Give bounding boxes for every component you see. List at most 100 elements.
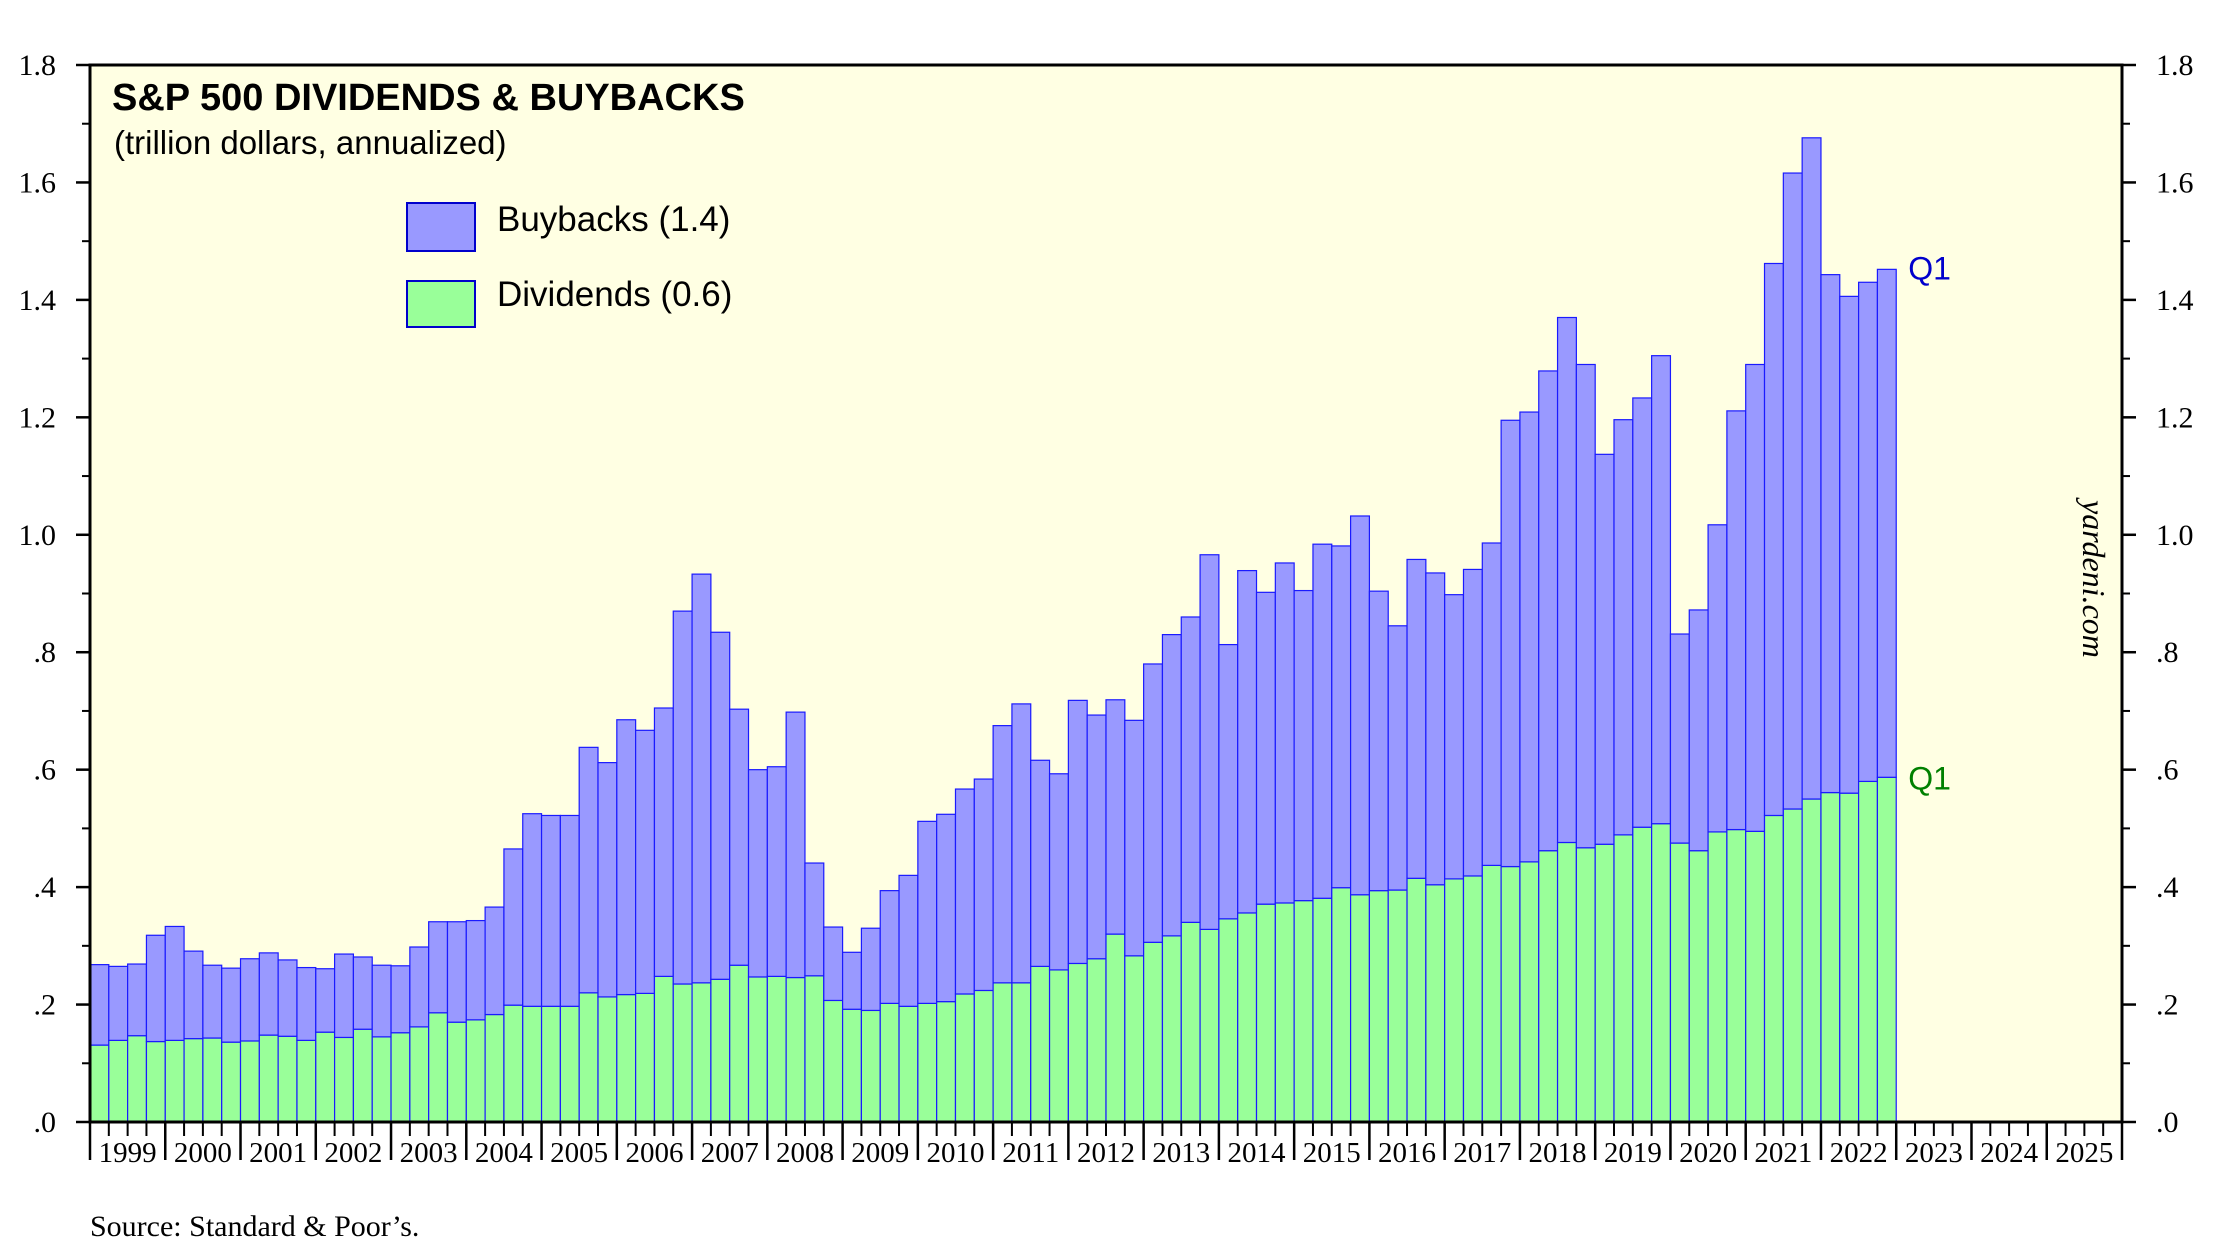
bar-dividends bbox=[559, 1005, 580, 1123]
bar-dividends bbox=[1575, 847, 1596, 1123]
bar-dividends bbox=[1218, 918, 1239, 1123]
bar-dividends bbox=[1444, 878, 1465, 1123]
axes-layer: .0 .0 .2 .2 .4 .4 .6 .6 .8 .8 1.0 1.0 1.2 1.2 1.4 1.4 1.… bbox=[19, 49, 2194, 1169]
x-tick-label: 2019 bbox=[1604, 1137, 1662, 1169]
bar-buybacks bbox=[108, 965, 129, 1041]
bar-buybacks bbox=[183, 950, 204, 1040]
bar-dividends bbox=[1048, 969, 1069, 1123]
bar-buybacks bbox=[653, 707, 674, 977]
bar-dividends bbox=[672, 983, 693, 1123]
bar-dividends bbox=[578, 992, 599, 1123]
bar-dividends bbox=[258, 1034, 279, 1123]
bar-dividends bbox=[729, 964, 750, 1123]
bar-dividends bbox=[1293, 900, 1314, 1123]
y-tick-label-left: 1.0 bbox=[19, 519, 57, 552]
bar-buybacks bbox=[1387, 625, 1408, 891]
x-tick-label: 2002 bbox=[324, 1137, 382, 1169]
bar-buybacks bbox=[973, 778, 994, 992]
bar-buybacks bbox=[1519, 411, 1540, 863]
bar-dividends bbox=[315, 1031, 336, 1123]
y-tick-label-left: 1.8 bbox=[19, 49, 57, 82]
bar-dividends bbox=[484, 1013, 505, 1123]
bar-buybacks bbox=[277, 959, 298, 1037]
bar-dividends bbox=[1669, 842, 1690, 1123]
bar-dividends bbox=[1500, 865, 1521, 1123]
bar-dividends bbox=[766, 975, 787, 1123]
x-tick-label: 2013 bbox=[1152, 1137, 1210, 1169]
chart-title: S&P 500 DIVIDENDS & BUYBACKS bbox=[112, 77, 745, 119]
legend: Buybacks (1.4) Dividends (0.6) bbox=[406, 200, 732, 328]
bar-dividends bbox=[1199, 928, 1220, 1123]
bar-dividends bbox=[1030, 965, 1051, 1123]
bar-dividends bbox=[879, 1002, 900, 1123]
bar-buybacks bbox=[1538, 370, 1559, 852]
y-tick-label-right: .0 bbox=[2156, 1106, 2179, 1139]
bar-buybacks bbox=[917, 820, 938, 1004]
chart-subtitle: (trillion dollars, annualized) bbox=[114, 124, 507, 161]
bar-dividends bbox=[1801, 798, 1822, 1123]
bar-buybacks bbox=[409, 946, 430, 1028]
bar-buybacks bbox=[710, 631, 731, 980]
end-label-dividends: Q1 bbox=[1908, 760, 1951, 796]
bar-buybacks bbox=[1444, 594, 1465, 880]
bar-buybacks bbox=[1199, 554, 1220, 930]
bar-dividends bbox=[1011, 982, 1032, 1123]
bar-dividends bbox=[597, 996, 618, 1123]
bar-dividends bbox=[973, 989, 994, 1123]
bar-buybacks bbox=[691, 573, 712, 984]
bar-buybacks bbox=[597, 762, 618, 998]
bar-buybacks bbox=[1143, 663, 1164, 943]
bar-dividends bbox=[1651, 823, 1672, 1123]
y-tick-label-left: 1.2 bbox=[19, 401, 57, 434]
end-label-buybacks: Q1 bbox=[1908, 250, 1951, 286]
y-tick-label-right: 1.4 bbox=[2156, 284, 2194, 317]
bar-buybacks bbox=[1632, 397, 1653, 828]
bar-dividends bbox=[1274, 902, 1295, 1123]
bar-buybacks bbox=[729, 708, 750, 966]
bar-buybacks bbox=[296, 966, 317, 1041]
bar-dividends bbox=[239, 1040, 260, 1123]
bar-dividends bbox=[691, 982, 712, 1123]
bar-dividends bbox=[1462, 875, 1483, 1123]
x-tick-label: 2006 bbox=[625, 1137, 683, 1169]
legend-swatch-buybacks bbox=[406, 202, 476, 252]
x-tick-label: 2021 bbox=[1754, 1137, 1812, 1169]
bar-buybacks bbox=[898, 874, 919, 1007]
y-tick-label-right: 1.8 bbox=[2156, 49, 2194, 82]
bar-buybacks bbox=[1349, 515, 1371, 896]
x-tick-label: 2012 bbox=[1077, 1137, 1135, 1169]
bar-buybacks bbox=[258, 952, 279, 1036]
bar-buybacks bbox=[841, 951, 863, 1010]
bar-dividends bbox=[747, 976, 768, 1123]
bar-dividends bbox=[296, 1039, 317, 1123]
x-tick-label: 2007 bbox=[701, 1137, 759, 1169]
x-tick-label: 2015 bbox=[1303, 1137, 1361, 1169]
bar-buybacks bbox=[1105, 699, 1126, 935]
bar-dividends bbox=[390, 1032, 411, 1123]
bar-buybacks bbox=[1707, 524, 1728, 833]
bar-buybacks bbox=[446, 921, 467, 1023]
bar-dividends bbox=[183, 1038, 204, 1123]
bar-dividends bbox=[145, 1040, 166, 1123]
y-tick-label-right: .6 bbox=[2156, 754, 2179, 787]
x-tick-label: 2014 bbox=[1228, 1137, 1287, 1169]
bar-buybacks bbox=[465, 919, 486, 1021]
bar-dividends bbox=[1481, 864, 1502, 1123]
bar-dividends bbox=[1745, 830, 1766, 1123]
bar-dividends bbox=[333, 1036, 355, 1123]
bar-buybacks bbox=[1594, 453, 1615, 845]
bar-buybacks bbox=[1481, 542, 1502, 866]
bar-buybacks bbox=[860, 927, 881, 1012]
bar-dividends bbox=[1425, 884, 1446, 1123]
plot-frame bbox=[88, 63, 2124, 1124]
bar-dividends bbox=[1707, 831, 1728, 1123]
bar-dividends bbox=[936, 1001, 957, 1123]
bar-buybacks bbox=[540, 814, 561, 1007]
bar-dividends bbox=[503, 1004, 524, 1123]
bar-buybacks bbox=[1406, 558, 1427, 879]
y-tick-label-left: .6 bbox=[34, 754, 57, 787]
y-tick-label-right: .4 bbox=[2156, 871, 2179, 904]
bar-buybacks bbox=[1782, 172, 1803, 810]
bar-buybacks bbox=[1857, 281, 1879, 783]
